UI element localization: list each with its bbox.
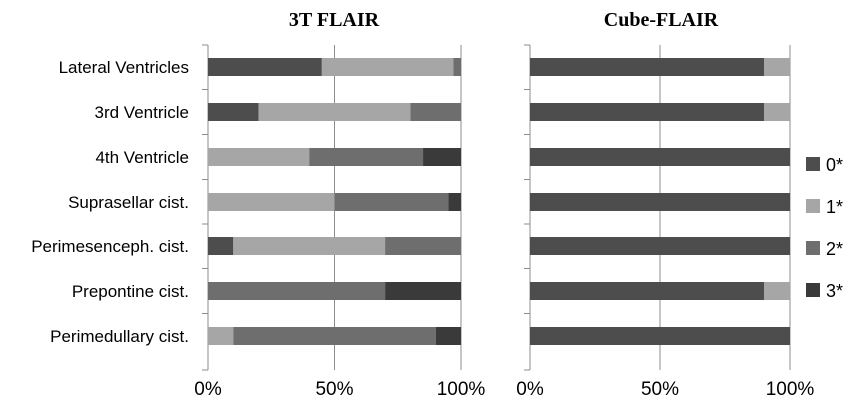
- bar-segment: [208, 237, 234, 255]
- bar-segment: [448, 193, 461, 211]
- category-label: 3rd Ventricle: [95, 103, 190, 122]
- bar-segment: [530, 103, 764, 121]
- bar-segment: [530, 327, 790, 345]
- legend-label: 1*: [826, 197, 843, 217]
- x-tick-label: 100%: [437, 379, 486, 400]
- legend-label: 0*: [826, 155, 843, 175]
- bar-segment: [208, 103, 259, 121]
- chart-title: 3T FLAIR: [289, 9, 380, 31]
- legend-label: 2*: [826, 239, 843, 259]
- bar-segment: [530, 237, 790, 255]
- bar-segment: [334, 193, 449, 211]
- bar-segment: [208, 58, 322, 76]
- bar-segment: [453, 58, 461, 76]
- x-tick-label: 100%: [766, 379, 815, 400]
- bar-segment: [309, 148, 424, 166]
- bar-segment: [208, 282, 386, 300]
- bar-segment: [530, 282, 764, 300]
- bar-segment: [410, 103, 461, 121]
- bar-segment: [208, 193, 335, 211]
- bar-segment: [385, 237, 461, 255]
- x-tick-label: 0%: [516, 379, 544, 400]
- bar-segment: [764, 103, 790, 121]
- bar-segment: [321, 58, 454, 76]
- x-tick-label: 0%: [194, 379, 222, 400]
- bar-segment: [423, 148, 461, 166]
- legend-swatch: [806, 157, 820, 171]
- category-label: Lateral Ventricles: [59, 58, 189, 77]
- category-label: Prepontine cist.: [72, 282, 189, 301]
- legend-swatch: [806, 241, 820, 255]
- bar-segment: [530, 193, 790, 211]
- category-label: 4th Ventricle: [95, 148, 189, 167]
- legend-swatch: [806, 283, 820, 297]
- category-label: Suprasellar cist.: [68, 193, 189, 212]
- category-label: Perimedullary cist.: [50, 327, 189, 346]
- bar-segment: [530, 58, 764, 76]
- bar-segment: [764, 58, 790, 76]
- legend-label: 3*: [826, 281, 843, 301]
- bar-segment: [208, 327, 234, 345]
- legend-swatch: [806, 199, 820, 213]
- bar-segment: [233, 327, 436, 345]
- x-tick-label: 50%: [315, 379, 353, 400]
- x-tick-label: 50%: [641, 379, 679, 400]
- bar-segment: [233, 237, 386, 255]
- category-label: Perimesenceph. cist.: [31, 237, 189, 256]
- bar-segment: [208, 148, 310, 166]
- bar-segment: [530, 148, 790, 166]
- bar-segment: [435, 327, 461, 345]
- bar-segment: [385, 282, 461, 300]
- bar-segment: [258, 103, 411, 121]
- chart-title: Cube-FLAIR: [604, 9, 719, 31]
- bar-segment: [764, 282, 790, 300]
